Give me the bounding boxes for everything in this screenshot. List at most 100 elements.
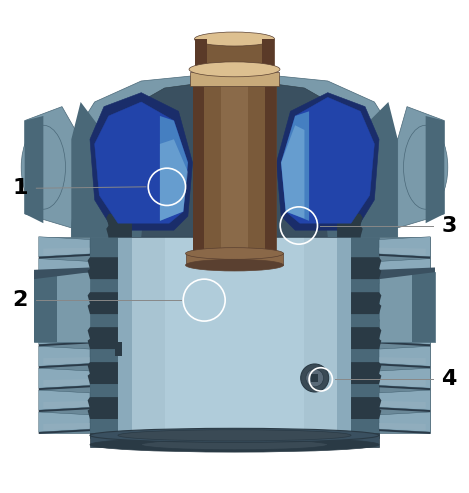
- Polygon shape: [38, 259, 90, 279]
- Polygon shape: [38, 346, 90, 366]
- Polygon shape: [38, 407, 90, 412]
- Ellipse shape: [118, 430, 351, 441]
- Polygon shape: [379, 259, 431, 279]
- Polygon shape: [337, 214, 363, 237]
- Polygon shape: [379, 368, 431, 388]
- Polygon shape: [38, 363, 90, 368]
- Polygon shape: [379, 268, 435, 279]
- Polygon shape: [426, 116, 444, 223]
- Polygon shape: [379, 379, 426, 387]
- Polygon shape: [281, 111, 309, 221]
- Polygon shape: [88, 362, 118, 384]
- Polygon shape: [265, 86, 276, 256]
- Polygon shape: [106, 214, 132, 237]
- Polygon shape: [379, 412, 431, 432]
- Polygon shape: [38, 342, 90, 346]
- Polygon shape: [109, 79, 360, 237]
- Polygon shape: [379, 298, 431, 302]
- Polygon shape: [132, 233, 337, 438]
- Polygon shape: [311, 374, 318, 382]
- Polygon shape: [379, 390, 431, 410]
- Polygon shape: [160, 139, 188, 221]
- Polygon shape: [379, 270, 426, 277]
- Polygon shape: [88, 257, 118, 279]
- Polygon shape: [195, 39, 274, 76]
- Polygon shape: [379, 291, 426, 299]
- Polygon shape: [43, 291, 90, 299]
- Polygon shape: [195, 39, 206, 76]
- Polygon shape: [379, 423, 426, 430]
- Polygon shape: [38, 412, 90, 432]
- Polygon shape: [190, 71, 279, 86]
- Polygon shape: [38, 254, 90, 259]
- Polygon shape: [379, 346, 431, 366]
- Polygon shape: [379, 237, 431, 257]
- Polygon shape: [88, 327, 118, 349]
- Polygon shape: [220, 86, 249, 256]
- Polygon shape: [118, 233, 351, 438]
- Ellipse shape: [186, 247, 283, 259]
- Polygon shape: [193, 86, 204, 256]
- Polygon shape: [379, 407, 431, 412]
- Polygon shape: [34, 272, 90, 342]
- Polygon shape: [379, 342, 431, 346]
- Text: 1: 1: [12, 178, 28, 198]
- Polygon shape: [155, 88, 314, 237]
- Polygon shape: [38, 302, 90, 322]
- Polygon shape: [351, 327, 381, 349]
- Polygon shape: [38, 429, 90, 434]
- Polygon shape: [38, 390, 90, 410]
- Polygon shape: [43, 335, 90, 343]
- Polygon shape: [38, 319, 90, 324]
- Polygon shape: [88, 292, 118, 314]
- Polygon shape: [38, 324, 90, 345]
- Polygon shape: [379, 429, 431, 434]
- Polygon shape: [38, 298, 90, 302]
- Polygon shape: [281, 97, 374, 223]
- Polygon shape: [90, 93, 193, 230]
- Polygon shape: [90, 233, 379, 438]
- Polygon shape: [351, 292, 381, 314]
- Polygon shape: [379, 335, 426, 343]
- Polygon shape: [115, 342, 121, 356]
- Polygon shape: [90, 433, 379, 447]
- Polygon shape: [43, 314, 90, 320]
- Polygon shape: [38, 281, 90, 301]
- Polygon shape: [412, 272, 435, 342]
- Polygon shape: [351, 397, 381, 419]
- Ellipse shape: [90, 437, 379, 452]
- Ellipse shape: [301, 364, 329, 392]
- Polygon shape: [160, 116, 188, 221]
- Polygon shape: [351, 233, 379, 438]
- Polygon shape: [95, 102, 188, 223]
- Polygon shape: [43, 401, 90, 408]
- Polygon shape: [379, 272, 435, 342]
- Polygon shape: [379, 324, 431, 345]
- Polygon shape: [360, 102, 398, 237]
- Polygon shape: [43, 379, 90, 387]
- Polygon shape: [193, 86, 276, 256]
- Polygon shape: [38, 276, 90, 281]
- Text: 3: 3: [441, 215, 457, 236]
- Polygon shape: [106, 181, 132, 205]
- Polygon shape: [71, 102, 109, 237]
- Polygon shape: [379, 281, 431, 301]
- Polygon shape: [106, 148, 132, 172]
- Polygon shape: [109, 106, 151, 237]
- Polygon shape: [25, 106, 81, 228]
- Polygon shape: [379, 401, 426, 408]
- Text: 4: 4: [441, 369, 457, 389]
- Polygon shape: [281, 125, 304, 218]
- Polygon shape: [351, 362, 381, 384]
- Polygon shape: [398, 106, 444, 228]
- Polygon shape: [379, 363, 431, 368]
- Polygon shape: [379, 247, 426, 255]
- Polygon shape: [38, 237, 90, 257]
- Ellipse shape: [306, 369, 324, 387]
- Ellipse shape: [189, 62, 280, 77]
- Polygon shape: [90, 233, 118, 438]
- Polygon shape: [38, 368, 90, 388]
- Polygon shape: [43, 247, 90, 255]
- Ellipse shape: [90, 428, 379, 442]
- Polygon shape: [379, 254, 431, 259]
